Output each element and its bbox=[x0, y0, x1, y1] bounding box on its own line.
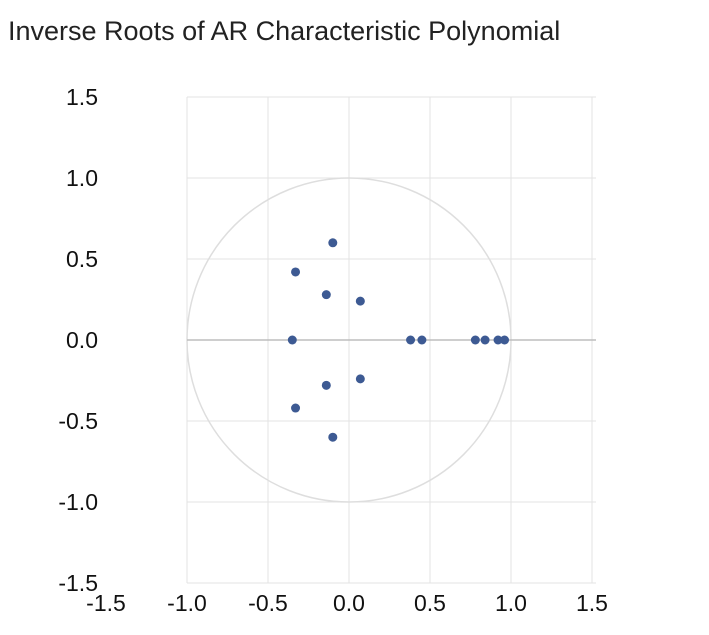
data-point bbox=[328, 432, 338, 442]
y-tick-label: 0.0 bbox=[66, 327, 98, 353]
y-tick-label: -0.5 bbox=[58, 408, 98, 434]
data-point bbox=[417, 335, 427, 345]
y-tick-label: -1.0 bbox=[58, 489, 98, 515]
data-point bbox=[321, 380, 331, 390]
grid bbox=[186, 96, 596, 584]
data-point bbox=[291, 403, 301, 413]
y-tick-label: -1.5 bbox=[58, 570, 98, 596]
x-tick-label: -1.5 bbox=[86, 590, 126, 616]
x-tick-label: -1.0 bbox=[167, 590, 207, 616]
data-point bbox=[355, 374, 365, 384]
data-point bbox=[321, 290, 331, 300]
data-point bbox=[470, 335, 480, 345]
data-point bbox=[406, 335, 416, 345]
data-point bbox=[500, 335, 510, 345]
data-point bbox=[493, 335, 503, 345]
data-point bbox=[480, 335, 490, 345]
x-tick-label: 1.5 bbox=[576, 590, 608, 616]
data-points bbox=[287, 238, 510, 442]
y-tick-label: 1.5 bbox=[66, 84, 98, 110]
x-tick-label: 1.0 bbox=[495, 590, 527, 616]
x-tick-label: 0.0 bbox=[333, 590, 365, 616]
x-tick-label: -0.5 bbox=[248, 590, 288, 616]
tick-labels: 1.5 1.0 0.5 0.0 -0.5 -1.0 -1.5-1.5 -1.0 -0.5 0.0 0… bbox=[58, 84, 608, 616]
chart-title: Inverse Roots of AR Characteristic Polyn… bbox=[8, 16, 560, 46]
data-point bbox=[328, 238, 338, 248]
data-point bbox=[287, 335, 297, 345]
data-point bbox=[355, 296, 365, 306]
x-tick-label: 0.5 bbox=[414, 590, 446, 616]
y-tick-label: 0.5 bbox=[66, 246, 98, 272]
y-tick-label: 1.0 bbox=[66, 165, 98, 191]
data-point bbox=[291, 267, 301, 277]
